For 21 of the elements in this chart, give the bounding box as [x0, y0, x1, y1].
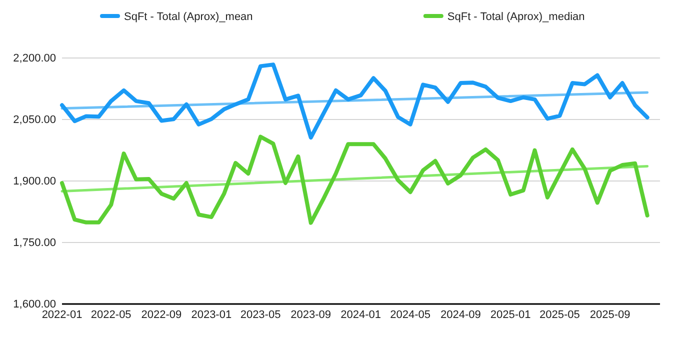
- x-tick-label: 2025-05: [540, 308, 580, 321]
- legend-label: SqFt - Total (Aprox)_median: [447, 11, 585, 23]
- x-tick-label: 2023-09: [290, 308, 332, 321]
- line-series: [60, 134, 650, 225]
- y-tick-label: 2,200.00: [13, 52, 56, 65]
- x-tick-label: 2024-01: [340, 308, 381, 321]
- x-tick-label: 2022-01: [42, 308, 82, 321]
- x-tick-label: 2022-09: [141, 308, 182, 321]
- y-tick-label: 1,750.00: [13, 237, 56, 250]
- legend-label: SqFt - Total (Aprox)_mean: [124, 11, 253, 23]
- x-tick-label: 2022-05: [90, 308, 132, 321]
- y-tick-label: 2,050.00: [13, 114, 56, 126]
- y-tick-label: 1,600.00: [13, 298, 56, 311]
- x-tick-label: 2023-01: [191, 308, 232, 321]
- x-tick-label: 2024-09: [440, 308, 481, 321]
- y-tick-label: 1,900.00: [13, 176, 56, 188]
- x-tick-label: 2023-05: [240, 308, 281, 321]
- line-series: [60, 62, 650, 140]
- x-tick-label: 2025-09: [590, 308, 630, 321]
- x-tick-label: 2025-01: [490, 308, 531, 321]
- x-tick-label: 2024-05: [390, 308, 431, 321]
